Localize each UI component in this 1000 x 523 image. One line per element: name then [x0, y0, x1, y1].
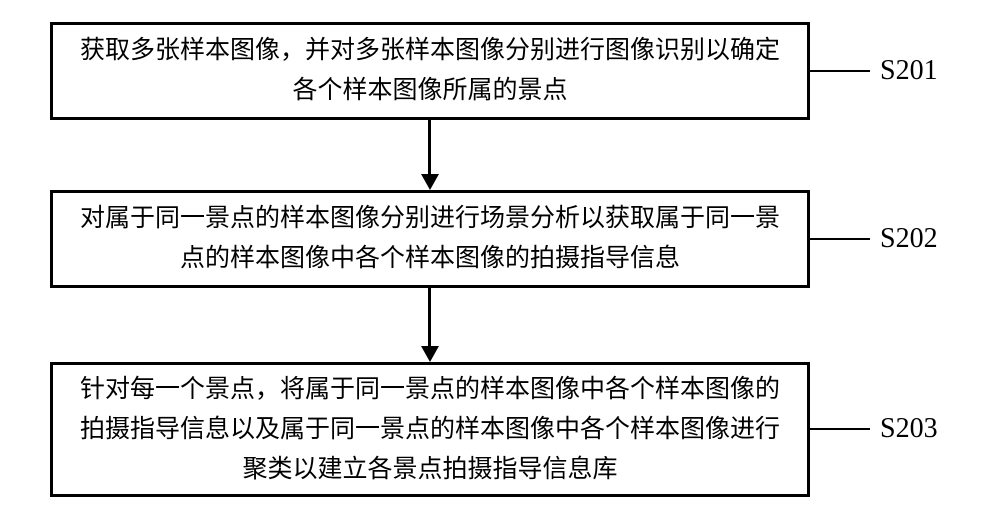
flow-label-s203: S203 — [880, 413, 938, 445]
label-connector-s201 — [810, 70, 870, 72]
flow-node-s201: 获取多张样本图像，并对多张样本图像分别进行图像识别以确定各个样本图像所属的景点 — [50, 22, 810, 120]
flow-node-s201-text: 获取多张样本图像，并对多张样本图像分别进行图像识别以确定各个样本图像所属的景点 — [73, 31, 787, 111]
flow-label-s201: S201 — [880, 55, 938, 87]
flow-node-s202-text: 对属于同一景点的样本图像分别进行场景分析以获取属于同一景点的样本图像中各个样本图… — [73, 199, 787, 279]
flow-node-s203-text: 针对每一个景点，将属于同一景点的样本图像中各个样本图像的拍摄指导信息以及属于同一… — [73, 370, 787, 490]
flow-node-s202: 对属于同一景点的样本图像分别进行场景分析以获取属于同一景点的样本图像中各个样本图… — [50, 190, 810, 288]
flow-label-s202: S202 — [880, 223, 938, 255]
flowchart-container: 获取多张样本图像，并对多张样本图像分别进行图像识别以确定各个样本图像所属的景点 … — [0, 0, 1000, 523]
flow-node-s203: 针对每一个景点，将属于同一景点的样本图像中各个样本图像的拍摄指导信息以及属于同一… — [50, 362, 810, 497]
flow-arrow-2-3-head — [421, 346, 439, 362]
flow-arrow-1-2-head — [421, 174, 439, 190]
flow-arrow-1-2-line — [428, 120, 431, 174]
label-connector-s202 — [810, 238, 870, 240]
label-connector-s203 — [810, 428, 870, 430]
flow-arrow-2-3-line — [428, 288, 431, 346]
